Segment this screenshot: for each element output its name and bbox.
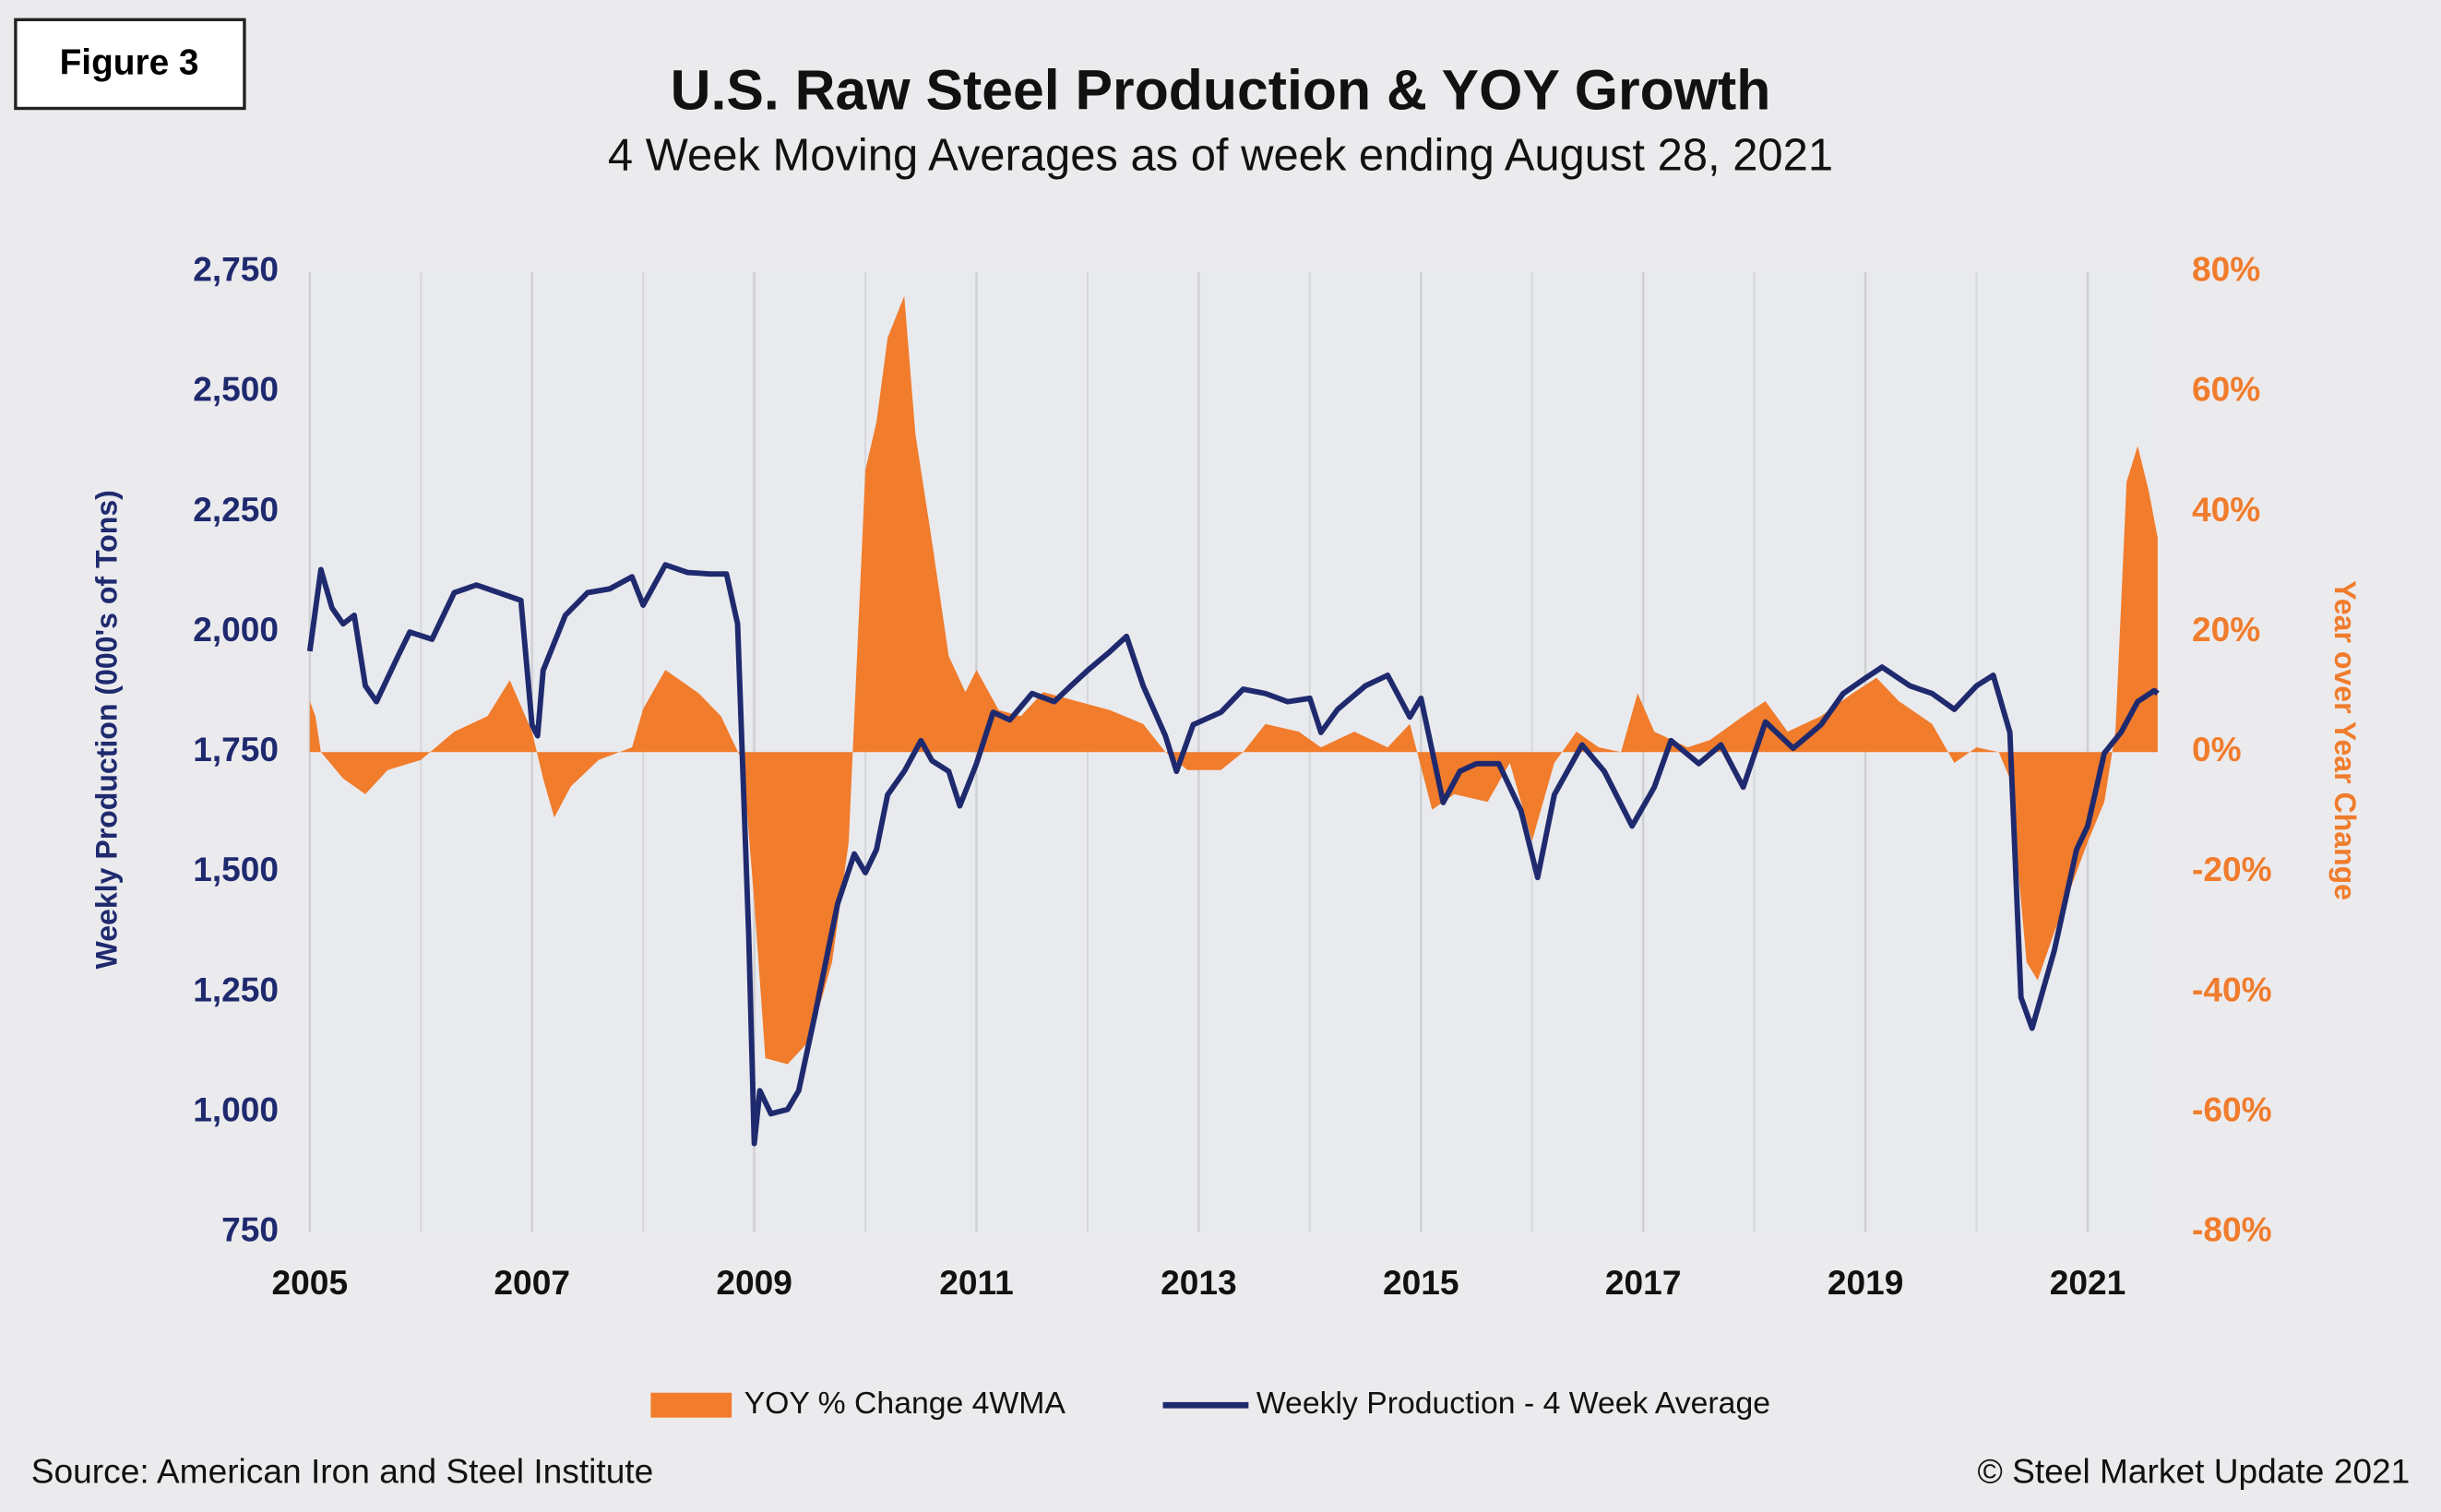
y-tick-label: 1,750 [193,730,279,768]
y-tick-label: 750 [221,1210,279,1249]
y-tick-label: 1,000 [193,1090,279,1129]
y-axis-label: Weekly Production (000's of Tons) [90,490,124,969]
legend-label: Weekly Production - 4 Week Average [1256,1386,1770,1421]
y2-tick-label: -40% [2192,970,2272,1008]
y2-tick-label: 80% [2192,250,2260,289]
x-tick-label: 2017 [1605,1263,1682,1302]
y-tick-label: 2,750 [193,250,279,289]
y2-tick-label: 40% [2192,490,2260,529]
y2-tick-label: 0% [2192,730,2242,768]
y2-tick-label: 20% [2192,610,2260,649]
figure-label: Figure 3 [60,43,199,83]
y-tick-label: 1,500 [193,850,279,888]
x-tick-label: 2013 [1161,1263,1237,1302]
x-tick-label: 2011 [939,1263,1014,1302]
source-note: Source: American Iron and Steel Institut… [31,1451,654,1490]
line [306,562,2160,1147]
x-tick-label: 2009 [716,1263,792,1302]
copyright-note: © Steel Market Update 2021 [1977,1451,2410,1490]
x-tick-label: 2021 [2050,1263,2126,1302]
x-tick-label: 2019 [1828,1263,1904,1302]
y2-axis-label: Year over Year Change [2328,580,2362,900]
chart-subtitle: 4 Week Moving Averages as of week ending… [608,130,1833,180]
figure-box [14,18,246,111]
y-tick-label: 2,000 [193,610,279,649]
y2-tick-label: -60% [2192,1090,2272,1129]
x-tick-label: 2007 [494,1263,570,1302]
y-tick-label: 1,250 [193,970,279,1008]
legend-swatch [650,1392,732,1418]
legend-label: YOY % Change 4WMA [744,1386,1066,1421]
x-tick-label: 2015 [1383,1263,1459,1302]
y2-tick-label: 60% [2192,370,2260,409]
area [309,295,2158,1065]
y-tick-label: 2,500 [193,370,279,409]
x-tick-label: 2005 [272,1263,349,1302]
y2-tick-label: -80% [2192,1210,2272,1249]
chart-title: U.S. Raw Steel Production & YOY Growth [671,58,1771,121]
y-tick-label: 2,250 [193,490,279,529]
y2-tick-label: -20% [2192,850,2272,888]
